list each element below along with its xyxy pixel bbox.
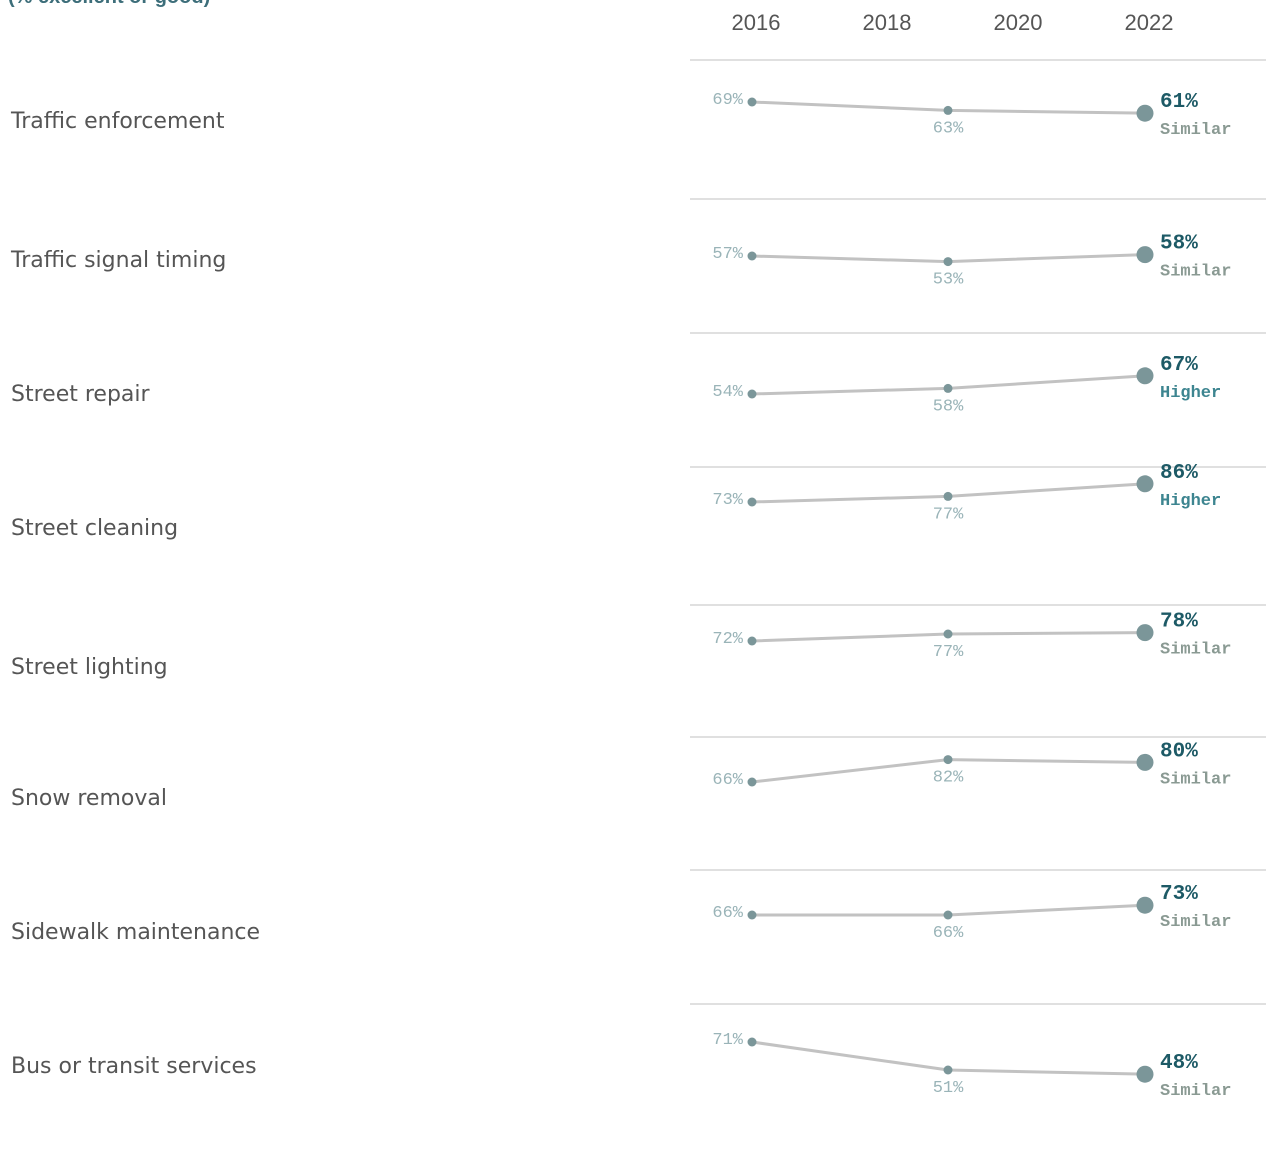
final-point-marker xyxy=(1136,367,1154,385)
value-label: 63% xyxy=(933,119,964,138)
final-value-label: 73% xyxy=(1160,883,1198,906)
data-point-marker xyxy=(943,383,953,393)
comparison-status: Similar xyxy=(1160,641,1231,660)
year-tick-label: 2016 xyxy=(732,10,781,35)
final-value-label: 61% xyxy=(1160,91,1198,114)
comparison-status: Similar xyxy=(1160,913,1231,932)
final-point-marker xyxy=(1136,104,1154,122)
value-label: 73% xyxy=(712,491,743,510)
comparison-status: Similar xyxy=(1160,770,1231,789)
data-point-marker xyxy=(943,1065,953,1075)
final-value-label: 78% xyxy=(1160,611,1198,634)
value-label: 71% xyxy=(712,1031,743,1050)
data-point-marker xyxy=(943,910,953,920)
comparison-status: Similar xyxy=(1160,1082,1231,1101)
value-label: 54% xyxy=(712,383,743,402)
data-point-marker xyxy=(747,97,757,107)
row-label: Bus or transit services xyxy=(11,1054,257,1079)
value-label: 69% xyxy=(712,91,743,110)
year-tick-label: 2022 xyxy=(1125,10,1174,35)
value-label: 77% xyxy=(933,505,964,524)
data-point-marker xyxy=(943,105,953,115)
row-label: Traffic signal timing xyxy=(10,248,226,273)
row-label: Street lighting xyxy=(11,655,168,680)
data-point-marker xyxy=(747,251,757,261)
final-point-marker xyxy=(1136,246,1154,264)
row-label: Snow removal xyxy=(11,786,167,811)
data-point-marker xyxy=(747,1037,757,1047)
data-point-marker xyxy=(943,755,953,765)
comparison-status: Higher xyxy=(1160,384,1221,403)
data-point-marker xyxy=(747,910,757,920)
final-point-marker xyxy=(1136,475,1154,493)
data-point-marker xyxy=(943,629,953,639)
final-value-label: 48% xyxy=(1160,1052,1198,1075)
value-label: 58% xyxy=(933,397,964,416)
row-label: Traffic enforcement xyxy=(10,109,225,134)
data-point-marker xyxy=(943,257,953,267)
row-label: Street repair xyxy=(11,382,150,407)
value-label: 66% xyxy=(712,904,743,923)
value-label: 51% xyxy=(933,1079,964,1098)
value-label: 53% xyxy=(933,271,964,290)
value-label: 57% xyxy=(712,245,743,264)
row-label: Sidewalk maintenance xyxy=(11,920,260,945)
data-point-marker xyxy=(943,491,953,501)
value-label: 66% xyxy=(712,771,743,790)
final-point-marker xyxy=(1136,1065,1154,1083)
final-point-marker xyxy=(1136,624,1154,642)
value-label: 66% xyxy=(933,924,964,943)
value-label: 72% xyxy=(712,630,743,649)
data-point-marker xyxy=(747,389,757,399)
comparison-status: Higher xyxy=(1160,492,1221,511)
data-point-marker xyxy=(747,777,757,787)
chart-subtitle: (% excellent or good) xyxy=(8,0,210,9)
row-label: Street cleaning xyxy=(11,516,178,541)
final-value-label: 67% xyxy=(1160,354,1198,377)
value-label: 77% xyxy=(933,643,964,662)
data-point-marker xyxy=(747,497,757,507)
final-value-label: 80% xyxy=(1160,740,1198,763)
final-point-marker xyxy=(1136,753,1154,771)
final-value-label: 86% xyxy=(1160,462,1198,485)
final-point-marker xyxy=(1136,896,1154,914)
comparison-status: Similar xyxy=(1160,263,1231,282)
year-tick-label: 2018 xyxy=(863,10,912,35)
final-value-label: 58% xyxy=(1160,233,1198,256)
data-point-marker xyxy=(747,636,757,646)
comparison-status: Similar xyxy=(1160,121,1231,140)
value-label: 82% xyxy=(933,769,964,788)
year-tick-label: 2020 xyxy=(994,10,1043,35)
